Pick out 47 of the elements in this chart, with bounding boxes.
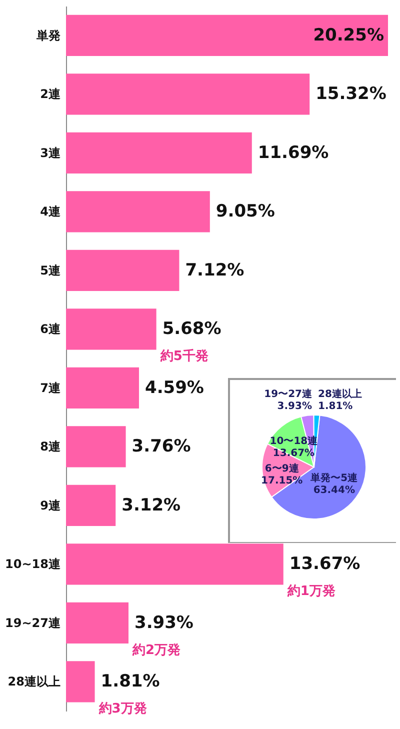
- bar: [66, 661, 95, 702]
- bar: [66, 132, 252, 174]
- bar: [66, 602, 128, 644]
- bar: [66, 191, 210, 232]
- data-label: 5.68%: [162, 319, 222, 340]
- y-tick-label: 8連: [40, 440, 62, 454]
- data-label: 20.25%: [313, 25, 384, 46]
- data-label: 9.05%: [216, 202, 275, 222]
- data-label: 1.81%: [318, 401, 353, 412]
- y-tick-label: 7連: [40, 380, 62, 395]
- y-tick-label: 10~18連: [5, 557, 62, 572]
- bar: [66, 544, 284, 585]
- y-tick-label: 2連: [40, 87, 62, 102]
- data-label: 3.93%: [134, 612, 194, 633]
- bar: [66, 308, 156, 350]
- slice-label: 19〜27連: [264, 388, 313, 400]
- slice-label: 単発〜5連: [310, 472, 359, 484]
- data-label: 1.81%: [100, 672, 160, 692]
- y-tick-label: 28連以上: [8, 674, 60, 689]
- bar: [66, 367, 139, 408]
- slice-label: 28連以上: [318, 388, 362, 400]
- annotation: 約1万発: [286, 584, 336, 600]
- data-label: 3.76%: [132, 436, 191, 457]
- y-tick-label: 6連: [40, 322, 62, 336]
- annotation: 約3万発: [98, 702, 147, 717]
- annotation: 約2万発: [131, 642, 181, 658]
- bar: [66, 250, 180, 291]
- bar: [66, 74, 310, 115]
- data-label: 3.12%: [122, 495, 181, 516]
- y-tick-label: 4連: [40, 204, 62, 219]
- data-label: 7.12%: [185, 260, 244, 280]
- annotation: 約5千発: [159, 348, 208, 364]
- data-label: 15.32%: [316, 84, 386, 104]
- bar: [66, 484, 116, 526]
- y-tick-label: 9連: [40, 498, 62, 512]
- data-label: 11.69%: [258, 142, 329, 163]
- y-tick-label: 単発: [36, 28, 60, 42]
- slice-label: 6〜9連: [264, 462, 300, 474]
- y-tick-label: 3連: [40, 146, 62, 160]
- y-tick-label: 5連: [40, 263, 62, 278]
- data-label: 4.59%: [144, 378, 204, 398]
- bar: [66, 426, 126, 468]
- data-label: 63.44%: [313, 484, 355, 496]
- data-label: 13.67%: [289, 554, 360, 574]
- bar: [66, 14, 388, 56]
- y-tick-label: 19~27連: [5, 616, 62, 630]
- data-label: 3.93%: [277, 401, 312, 412]
